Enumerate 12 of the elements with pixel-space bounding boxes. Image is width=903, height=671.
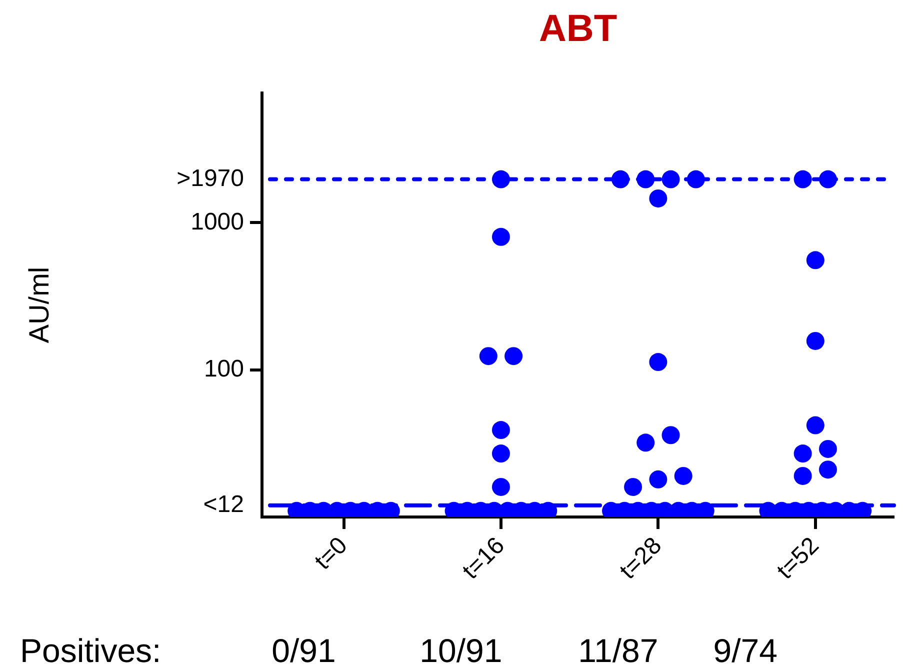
text: 0/91 <box>272 632 336 670</box>
text: Positives: <box>20 632 162 670</box>
y-tick-label: 1000 <box>190 208 244 236</box>
text: 11/87 <box>578 632 658 670</box>
y-tick-label: <12 <box>203 490 244 518</box>
text: 9/74 <box>713 632 778 670</box>
y-tick-label: >1970 <box>176 164 244 192</box>
chart-title: ABT <box>538 8 618 51</box>
x-tick-label: t=0 <box>310 532 353 576</box>
text: 10/91 <box>420 632 502 670</box>
y-axis-title: AU/ml <box>24 266 55 344</box>
y-tick-label: 100 <box>204 355 244 382</box>
